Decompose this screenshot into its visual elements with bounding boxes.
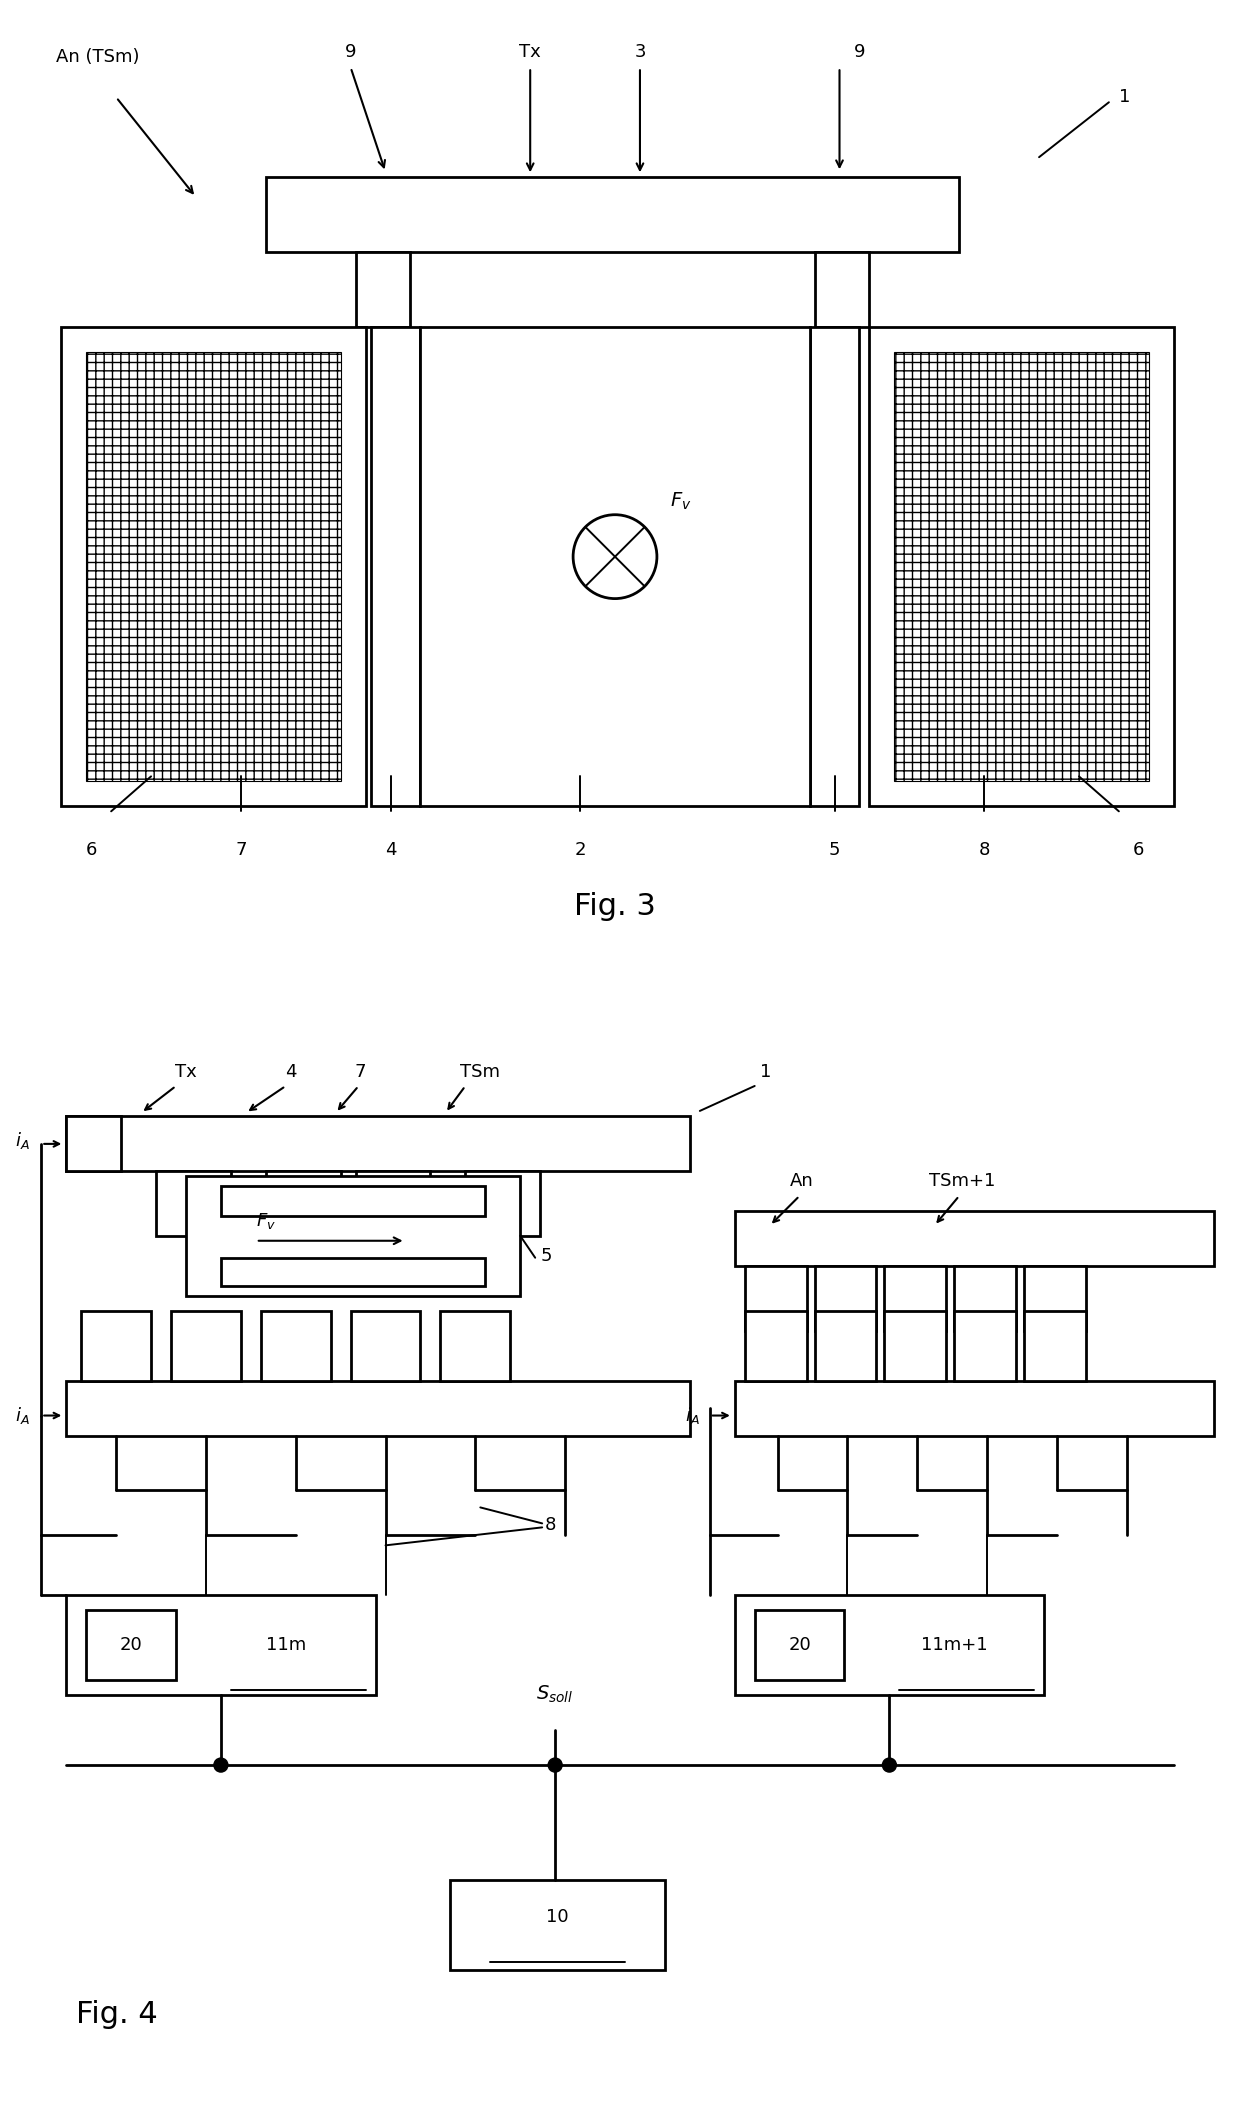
- Text: $F_v$: $F_v$: [670, 491, 692, 512]
- Bar: [810, 328, 859, 806]
- Text: 2: 2: [574, 842, 585, 859]
- Text: 6: 6: [86, 842, 97, 859]
- Text: An (TSm): An (TSm): [56, 49, 140, 66]
- Text: Fig. 4: Fig. 4: [76, 2000, 157, 2029]
- Text: $S_{soll}$: $S_{soll}$: [537, 1684, 574, 1705]
- Text: $F_v$: $F_v$: [255, 1210, 275, 1232]
- Text: 9: 9: [853, 42, 866, 61]
- Bar: [755, 1610, 844, 1680]
- Bar: [87, 351, 341, 781]
- Text: 11m+1: 11m+1: [921, 1636, 987, 1655]
- Bar: [171, 1310, 241, 1380]
- Text: 5: 5: [541, 1246, 552, 1265]
- Text: TSm: TSm: [460, 1062, 500, 1081]
- Bar: [371, 328, 420, 806]
- Bar: [869, 328, 1174, 806]
- Text: $i_A$: $i_A$: [15, 1130, 30, 1151]
- Bar: [894, 351, 1148, 781]
- Bar: [815, 1265, 877, 1331]
- Text: 7: 7: [236, 842, 247, 859]
- Text: 20: 20: [789, 1636, 811, 1655]
- Bar: [66, 1115, 122, 1170]
- Text: An: An: [790, 1172, 813, 1189]
- Bar: [465, 1170, 541, 1236]
- Bar: [356, 252, 410, 328]
- Text: 3: 3: [634, 42, 646, 61]
- Bar: [356, 1170, 430, 1236]
- Text: 10: 10: [547, 1909, 569, 1926]
- Bar: [745, 1310, 806, 1380]
- Bar: [735, 1210, 1214, 1265]
- Bar: [351, 1310, 420, 1380]
- Bar: [66, 1380, 689, 1435]
- Bar: [884, 1265, 946, 1331]
- Text: 7: 7: [355, 1062, 366, 1081]
- Text: TSm+1: TSm+1: [929, 1172, 996, 1189]
- Bar: [815, 252, 869, 328]
- Bar: [66, 1115, 689, 1170]
- Text: 1: 1: [1118, 89, 1130, 106]
- Bar: [1024, 1310, 1086, 1380]
- Text: 9: 9: [345, 42, 356, 61]
- Text: 5: 5: [828, 842, 841, 859]
- Text: 11m: 11m: [265, 1636, 306, 1655]
- Bar: [186, 1176, 521, 1295]
- Bar: [745, 1265, 806, 1331]
- Bar: [260, 1310, 331, 1380]
- Bar: [221, 1185, 485, 1217]
- Bar: [815, 1310, 877, 1380]
- Bar: [221, 1257, 485, 1287]
- Bar: [440, 1310, 510, 1380]
- Text: Tx: Tx: [175, 1062, 197, 1081]
- Bar: [1024, 1265, 1086, 1331]
- Circle shape: [548, 1758, 562, 1771]
- Bar: [735, 1595, 1044, 1695]
- Text: 8: 8: [546, 1517, 557, 1534]
- Bar: [955, 1265, 1016, 1331]
- Text: 1: 1: [760, 1062, 771, 1081]
- Bar: [955, 1310, 1016, 1380]
- Circle shape: [215, 1758, 228, 1771]
- Text: $i_A$: $i_A$: [684, 1405, 699, 1426]
- Bar: [87, 1610, 176, 1680]
- Bar: [61, 328, 366, 806]
- Text: $i_A$: $i_A$: [15, 1405, 30, 1426]
- Bar: [81, 1310, 151, 1380]
- Circle shape: [883, 1758, 897, 1771]
- Text: 6: 6: [1133, 842, 1145, 859]
- Bar: [735, 1380, 1214, 1435]
- Bar: [265, 1170, 341, 1236]
- Text: 20: 20: [120, 1636, 143, 1655]
- Text: Fig. 3: Fig. 3: [574, 891, 656, 920]
- Bar: [450, 1879, 665, 1970]
- Text: 4: 4: [285, 1062, 296, 1081]
- Text: 8: 8: [978, 842, 990, 859]
- Bar: [156, 1170, 231, 1236]
- Bar: [884, 1310, 946, 1380]
- Text: 4: 4: [384, 842, 397, 859]
- Bar: [265, 178, 960, 252]
- Bar: [66, 1595, 376, 1695]
- Text: Tx: Tx: [520, 42, 541, 61]
- Bar: [420, 328, 810, 806]
